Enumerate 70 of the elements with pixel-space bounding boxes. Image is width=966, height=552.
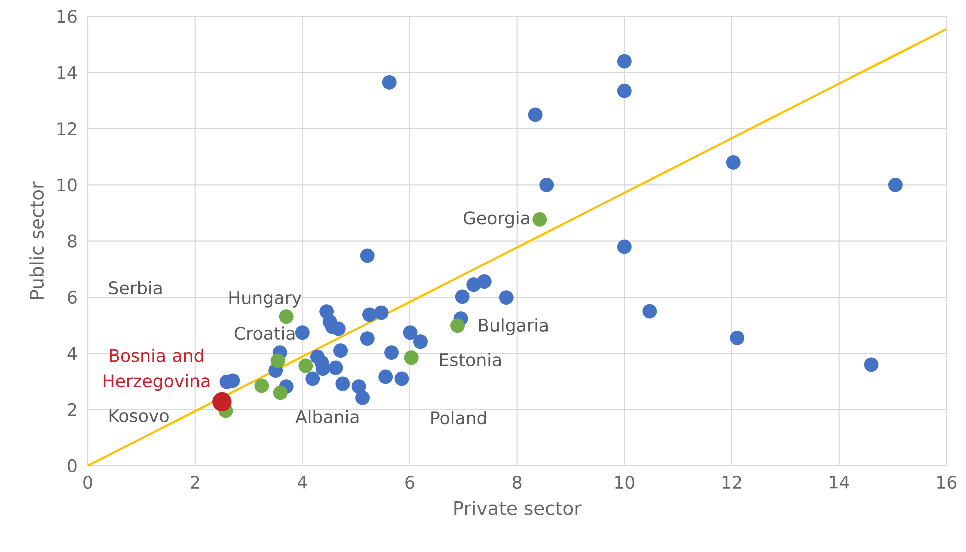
annotation: Albania	[296, 410, 359, 424]
x-tick-label: 8	[513, 476, 522, 490]
point	[450, 318, 465, 334]
y-tick-label: 2	[68, 403, 76, 416]
point	[360, 248, 375, 264]
point	[362, 308, 377, 322]
y-tick-label: 6	[68, 290, 77, 304]
point	[384, 346, 399, 360]
annotation: Estonia	[440, 353, 501, 367]
point	[352, 380, 366, 394]
point	[726, 155, 741, 170]
x-tick-label: 6	[406, 476, 414, 490]
y-tick-label: 4	[68, 347, 77, 360]
point	[336, 376, 350, 392]
point	[617, 240, 632, 254]
point	[888, 178, 903, 192]
x-tick-label: 12	[722, 476, 742, 489]
y-tick-label: 10	[58, 178, 77, 192]
x-tick-label: 14	[830, 476, 850, 489]
point	[298, 358, 314, 374]
point	[730, 331, 745, 346]
point	[403, 326, 418, 340]
point	[540, 178, 554, 192]
x-tick-label: 0	[84, 476, 92, 490]
point	[328, 360, 344, 376]
x-tick-label: 16	[938, 476, 957, 490]
point	[864, 358, 879, 372]
point	[455, 290, 470, 304]
point	[295, 326, 310, 340]
point	[273, 386, 288, 400]
point	[212, 392, 232, 412]
y-axis-title: Public sector	[30, 182, 44, 300]
x-tick-label: 10	[616, 476, 635, 490]
point	[394, 372, 410, 386]
point	[382, 75, 397, 90]
annotation: Poland	[432, 411, 486, 425]
point	[254, 378, 270, 394]
point	[270, 354, 286, 368]
point	[414, 334, 428, 350]
point	[331, 322, 346, 336]
annotation: Hungary	[230, 292, 302, 308]
point	[360, 332, 375, 346]
point	[378, 370, 394, 384]
y-tick-label: 8	[68, 234, 77, 248]
point	[279, 310, 294, 324]
y-tick-label: 0	[68, 459, 77, 473]
point	[374, 306, 389, 320]
annotation: Bulgaria	[479, 318, 548, 336]
point	[532, 212, 548, 227]
y-tick-label: 14	[58, 66, 77, 80]
annotation: Serbia	[109, 281, 162, 295]
y-tick-label: 16	[58, 10, 77, 24]
annotation: Croatia	[234, 326, 295, 340]
point	[356, 390, 370, 406]
point	[617, 54, 632, 69]
point	[528, 108, 543, 122]
point	[404, 350, 419, 366]
series-label: Bosnia and Herzegovina	[104, 348, 210, 391]
x-tick-label: 4	[298, 476, 308, 489]
point	[617, 84, 632, 98]
annotation: Kosovo	[110, 410, 169, 422]
point	[499, 290, 514, 305]
point	[334, 344, 348, 358]
x-axis-title: Private sector	[454, 500, 582, 516]
x-tick-label: 2	[191, 476, 200, 489]
point	[306, 372, 320, 386]
point	[642, 304, 658, 319]
y-tick-label: 12	[58, 122, 76, 136]
point	[477, 274, 492, 289]
annotation: Georgia	[464, 211, 530, 228]
